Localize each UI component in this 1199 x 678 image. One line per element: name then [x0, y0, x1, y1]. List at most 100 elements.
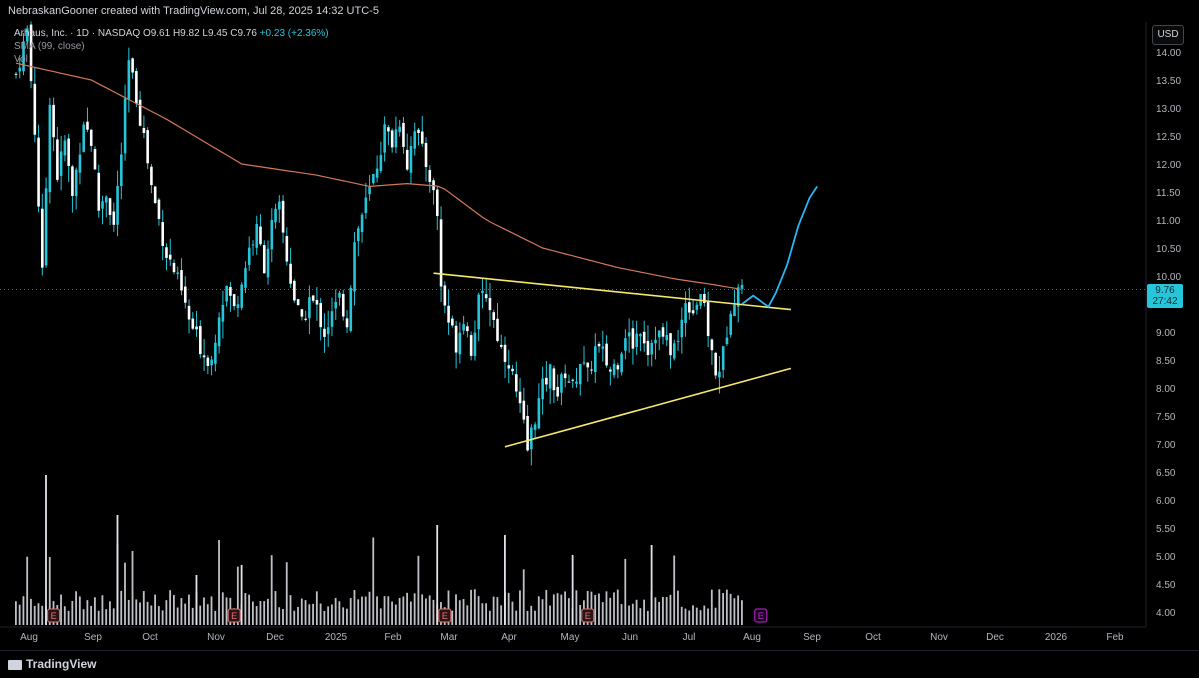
- candle-body: [522, 400, 526, 420]
- candle-body: [78, 154, 82, 173]
- volume-bar: [22, 596, 25, 625]
- volume-bar: [658, 601, 661, 625]
- candle-body: [597, 343, 601, 347]
- earnings-marker[interactable]: E: [227, 608, 241, 623]
- candle-body: [710, 339, 714, 351]
- earnings-badge: [227, 608, 241, 623]
- volume-bar: [278, 607, 281, 625]
- volume-bar: [598, 593, 600, 625]
- volume-bar: [105, 609, 108, 625]
- time-tick-label: Aug: [20, 632, 38, 643]
- candle-body: [620, 353, 623, 373]
- candle-body: [341, 293, 345, 317]
- volume-bar: [586, 590, 589, 625]
- projection-curve[interactable]: [741, 185, 818, 308]
- volume-bar: [300, 598, 303, 625]
- bar-countdown: 27:42: [1152, 296, 1178, 307]
- change-value: +0.23 (+2.36%): [259, 28, 329, 39]
- symbol-row[interactable]: Arhaus, Inc. · 1D · NASDAQ O9.61 H9.82 L…: [14, 27, 329, 40]
- symbol-label: Arhaus, Inc. · 1D · NASDAQ: [14, 28, 141, 39]
- candle-body: [86, 121, 89, 130]
- volume-bar: [470, 589, 472, 625]
- candle-body: [420, 131, 424, 144]
- price-tick-label: 8.50: [1156, 356, 1176, 367]
- volume-bar: [620, 604, 623, 625]
- earnings-marker[interactable]: E: [581, 608, 595, 623]
- volume-bar: [109, 601, 111, 625]
- trendline[interactable]: [504, 367, 792, 448]
- earnings-marker[interactable]: E: [47, 608, 61, 623]
- candle-body: [48, 104, 52, 193]
- candle-body: [436, 189, 439, 216]
- candle-body: [41, 208, 44, 268]
- volume-bar: [93, 597, 96, 625]
- volume-bar: [120, 590, 123, 625]
- tradingview-logo[interactable]: TradingView: [8, 657, 96, 671]
- candle-body: [214, 342, 217, 364]
- candle-body: [14, 73, 18, 75]
- candle-body: [357, 228, 360, 242]
- sma-line[interactable]: [15, 62, 739, 290]
- volume-bar: [398, 597, 401, 625]
- volume-bar: [665, 596, 668, 625]
- candle-body: [469, 335, 473, 356]
- earnings-marker[interactable]: E: [754, 608, 768, 623]
- time-tick-label: Sep: [84, 632, 102, 643]
- candles: [14, 21, 744, 466]
- volume-bar: [669, 594, 672, 625]
- candle-body: [259, 226, 262, 245]
- volume-bar: [421, 594, 424, 625]
- candle-body: [330, 311, 334, 327]
- candle-body: [116, 186, 119, 225]
- candle-body: [601, 346, 605, 349]
- candle-body: [225, 285, 228, 302]
- trendline[interactable]: [433, 272, 791, 311]
- time-tick-label: Apr: [501, 632, 517, 643]
- volume-bar: [688, 610, 691, 625]
- volume-bar: [30, 598, 32, 625]
- volume-bar: [684, 608, 687, 625]
- volume-bar: [199, 605, 202, 625]
- candle-body: [578, 364, 582, 385]
- candle-body: [262, 245, 266, 274]
- volume-bar: [722, 593, 724, 625]
- candle-body: [725, 337, 729, 345]
- candle-body: [187, 305, 191, 320]
- price-chart[interactable]: 14.00 13.50 13.00 12.50 12.00 11.50 11.00 10.50…: [0, 0, 1199, 650]
- candle-body: [484, 294, 488, 299]
- volume-legend[interactable]: Vol: [14, 54, 28, 65]
- volume-bar: [680, 606, 683, 625]
- candle-body: [454, 325, 458, 353]
- candle-body: [503, 344, 507, 362]
- price-tick-label: 9.00: [1156, 328, 1176, 339]
- earnings-marker[interactable]: E: [438, 608, 452, 623]
- candle-body: [703, 293, 706, 303]
- candle-body: [293, 280, 296, 301]
- volume-bar: [124, 562, 126, 625]
- volume-bar: [82, 609, 85, 625]
- volume-bar: [714, 607, 717, 625]
- volume-bar: [402, 596, 405, 625]
- candle-body: [661, 327, 665, 337]
- volume-bar: [504, 535, 506, 625]
- currency-button[interactable]: USD: [1152, 25, 1184, 45]
- chart-legend: Arhaus, Inc. · 1D · NASDAQ O9.61 H9.82 L…: [14, 27, 329, 66]
- volume-bar: [293, 610, 296, 625]
- brand-name: TradingView: [26, 657, 97, 671]
- volume-bar: [590, 591, 593, 625]
- volume-bar: [184, 603, 187, 625]
- volume-bar: [150, 605, 153, 625]
- volume-bar: [646, 610, 649, 625]
- volume-bar: [376, 596, 378, 625]
- volume-bar: [579, 604, 582, 625]
- volume-bar: [545, 590, 548, 625]
- volume-bar: [361, 596, 363, 625]
- volume-bar: [436, 525, 439, 625]
- price-tick-label: 8.00: [1156, 384, 1176, 395]
- candle-body: [123, 98, 127, 154]
- sma-legend[interactable]: SMA (99, close): [14, 41, 85, 52]
- price-tick-label: 4.00: [1156, 608, 1176, 619]
- volume-bar: [601, 602, 604, 625]
- candle-body: [206, 357, 210, 366]
- volume-bar: [342, 607, 345, 625]
